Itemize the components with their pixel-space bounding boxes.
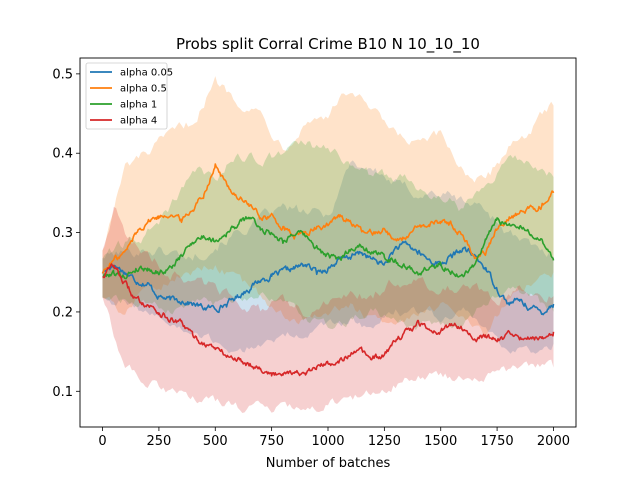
band-alpha-4 xyxy=(102,206,554,413)
legend-label: alpha 0.05 xyxy=(120,68,173,79)
legend-label: alpha 0.5 xyxy=(120,84,167,95)
line-alpha-1 xyxy=(102,216,555,280)
x-tick-label: 500 xyxy=(203,434,228,449)
y-tick-label: 0.3 xyxy=(52,226,73,241)
x-tick-label: 750 xyxy=(259,434,284,449)
y-tick-label: 0.1 xyxy=(52,385,73,400)
band-alpha-0_5 xyxy=(102,76,554,339)
chart-title: Probs split Corral Crime B10 N 10_10_10 xyxy=(176,35,480,54)
x-tick-label: 1250 xyxy=(368,434,401,449)
legend-label: alpha 4 xyxy=(120,116,157,127)
y-tick-label: 0.2 xyxy=(52,305,73,320)
line-alpha-0_05 xyxy=(101,240,555,316)
y-tick-label: 0.5 xyxy=(52,67,73,82)
line-alpha-4 xyxy=(102,263,555,377)
band-alpha-0_05 xyxy=(102,160,554,354)
legend-label: alpha 1 xyxy=(120,100,157,111)
y-axis-ticks: 0.1 0.2 0.3 0.4 0.5 xyxy=(52,67,80,400)
x-tick-label: 1750 xyxy=(481,434,514,449)
legend: alpha 0.05 alpha 0.5 alpha 1 alpha 4 xyxy=(85,62,173,130)
legend-items: alpha 0.05 alpha 0.5 alpha 1 alpha 4 xyxy=(90,68,173,127)
x-tick-label: 1500 xyxy=(424,434,457,449)
band-alpha-1 xyxy=(102,140,554,331)
x-tick-label: 0 xyxy=(98,434,106,449)
y-tick-label: 0.4 xyxy=(52,147,73,162)
x-tick-label: 250 xyxy=(146,434,171,449)
series-lines xyxy=(101,163,555,377)
x-tick-label: 2000 xyxy=(537,434,570,449)
confidence-bands xyxy=(102,76,554,413)
x-axis-ticks: 0 250 500 750 1000 1250 1500 1750 2000 xyxy=(98,427,570,449)
x-tick-label: 1000 xyxy=(311,434,344,449)
x-axis-label: Number of batches xyxy=(266,456,391,471)
legend-box xyxy=(85,62,168,130)
